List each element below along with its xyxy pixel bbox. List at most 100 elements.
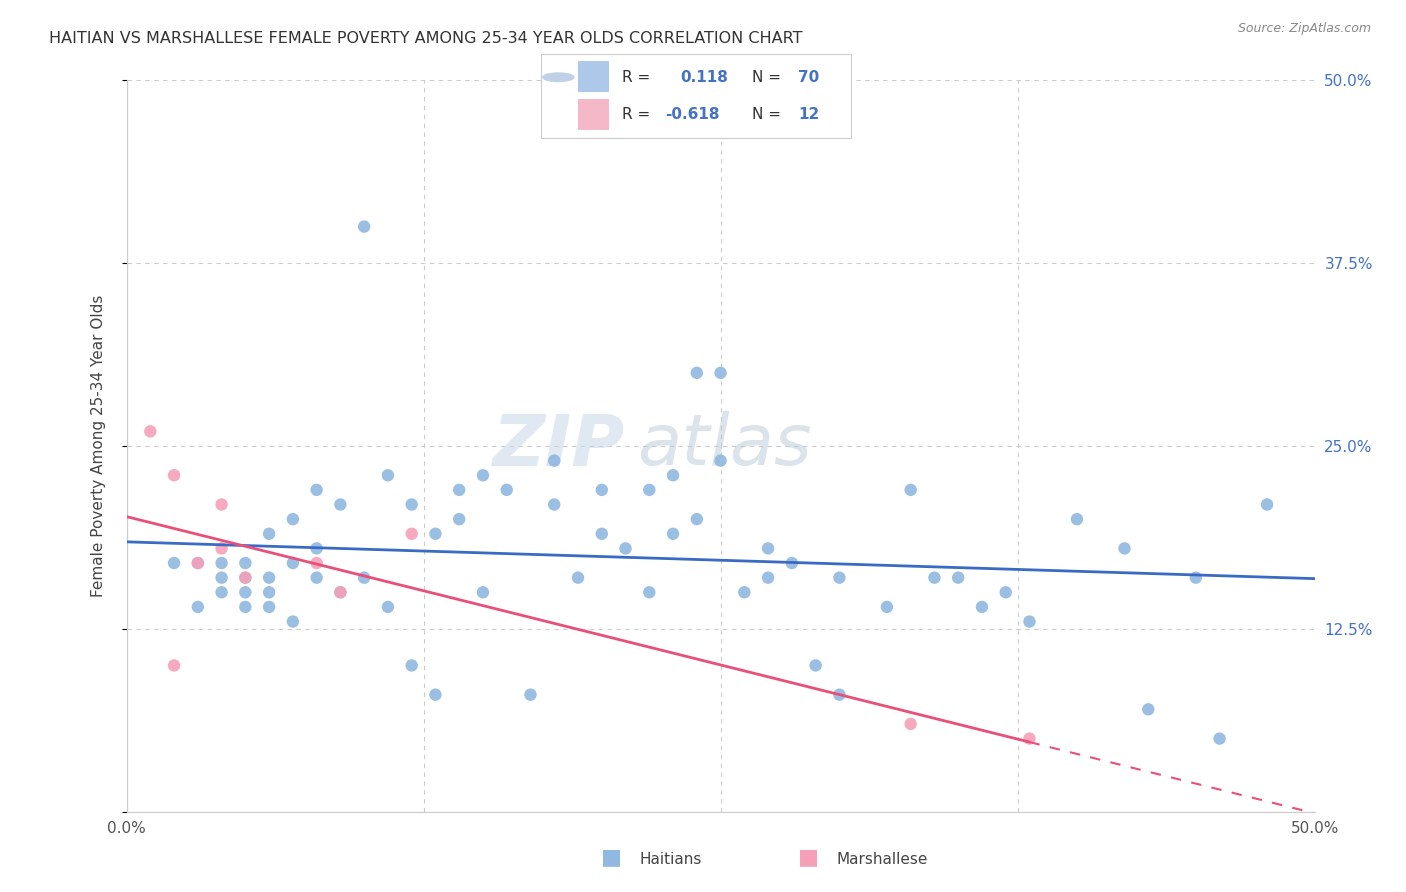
- Point: [353, 219, 375, 234]
- Point: [305, 483, 328, 497]
- Point: [591, 483, 613, 497]
- Point: [187, 556, 209, 570]
- Point: [472, 585, 495, 599]
- Point: [257, 526, 280, 541]
- Point: [163, 468, 186, 483]
- Point: [804, 658, 827, 673]
- Text: N =: N =: [752, 107, 780, 122]
- Text: R =: R =: [621, 107, 650, 122]
- Point: [876, 599, 898, 614]
- Point: [733, 585, 755, 599]
- Text: R =: R =: [621, 70, 650, 85]
- Point: [662, 526, 685, 541]
- Point: [994, 585, 1017, 599]
- Point: [828, 571, 851, 585]
- Text: ■: ■: [602, 847, 621, 867]
- Point: [257, 571, 280, 585]
- Point: [401, 498, 423, 512]
- Text: atlas: atlas: [637, 411, 813, 481]
- Point: [900, 483, 922, 497]
- Point: [401, 658, 423, 673]
- Point: [709, 453, 731, 467]
- Point: [638, 483, 661, 497]
- Point: [686, 366, 709, 380]
- Text: HAITIAN VS MARSHALLESE FEMALE POVERTY AMONG 25-34 YEAR OLDS CORRELATION CHART: HAITIAN VS MARSHALLESE FEMALE POVERTY AM…: [49, 31, 803, 46]
- Point: [139, 425, 162, 439]
- Point: [257, 599, 280, 614]
- Point: [233, 585, 256, 599]
- Point: [900, 717, 922, 731]
- Point: [211, 498, 233, 512]
- Point: [257, 585, 280, 599]
- Point: [1114, 541, 1136, 556]
- Point: [495, 483, 517, 497]
- Point: [567, 571, 589, 585]
- Point: [1184, 571, 1206, 585]
- Point: [756, 571, 779, 585]
- Text: Source: ZipAtlas.com: Source: ZipAtlas.com: [1237, 22, 1371, 36]
- Point: [828, 688, 851, 702]
- Point: [686, 512, 709, 526]
- Text: 70: 70: [799, 70, 820, 85]
- Point: [449, 483, 471, 497]
- Point: [329, 498, 352, 512]
- Point: [425, 526, 447, 541]
- Point: [281, 615, 304, 629]
- Point: [211, 585, 233, 599]
- Point: [329, 585, 352, 599]
- Text: 12: 12: [799, 107, 820, 122]
- Point: [233, 571, 256, 585]
- Point: [211, 571, 233, 585]
- Circle shape: [543, 73, 574, 81]
- Point: [233, 571, 256, 585]
- Point: [163, 658, 186, 673]
- Point: [1066, 512, 1088, 526]
- Point: [211, 556, 233, 570]
- Point: [377, 468, 399, 483]
- Point: [970, 599, 993, 614]
- Point: [353, 571, 375, 585]
- Point: [924, 571, 946, 585]
- Point: [756, 541, 779, 556]
- Text: 0.118: 0.118: [681, 70, 728, 85]
- Point: [472, 468, 495, 483]
- Point: [543, 498, 565, 512]
- Point: [946, 571, 969, 585]
- Point: [377, 599, 399, 614]
- Bar: [578, 99, 609, 130]
- Point: [329, 585, 352, 599]
- Point: [233, 556, 256, 570]
- Point: [305, 571, 328, 585]
- Point: [401, 526, 423, 541]
- Point: [614, 541, 637, 556]
- Point: [662, 468, 685, 483]
- Point: [709, 366, 731, 380]
- Point: [211, 541, 233, 556]
- Text: ■: ■: [799, 847, 818, 867]
- Point: [591, 526, 613, 541]
- Point: [1137, 702, 1160, 716]
- Point: [638, 585, 661, 599]
- Point: [1018, 615, 1040, 629]
- Text: Marshallese: Marshallese: [837, 852, 928, 867]
- Point: [281, 512, 304, 526]
- Point: [187, 556, 209, 570]
- Point: [233, 599, 256, 614]
- Text: ZIP: ZIP: [494, 411, 626, 481]
- Point: [1208, 731, 1230, 746]
- Point: [305, 541, 328, 556]
- Point: [187, 599, 209, 614]
- Text: Haitians: Haitians: [640, 852, 702, 867]
- Point: [543, 453, 565, 467]
- Point: [519, 688, 541, 702]
- Y-axis label: Female Poverty Among 25-34 Year Olds: Female Poverty Among 25-34 Year Olds: [91, 295, 105, 597]
- Point: [163, 556, 186, 570]
- Point: [281, 556, 304, 570]
- Point: [305, 556, 328, 570]
- Point: [1018, 731, 1040, 746]
- Point: [780, 556, 803, 570]
- Text: N =: N =: [752, 70, 780, 85]
- Point: [449, 512, 471, 526]
- Bar: [578, 62, 609, 92]
- Point: [425, 688, 447, 702]
